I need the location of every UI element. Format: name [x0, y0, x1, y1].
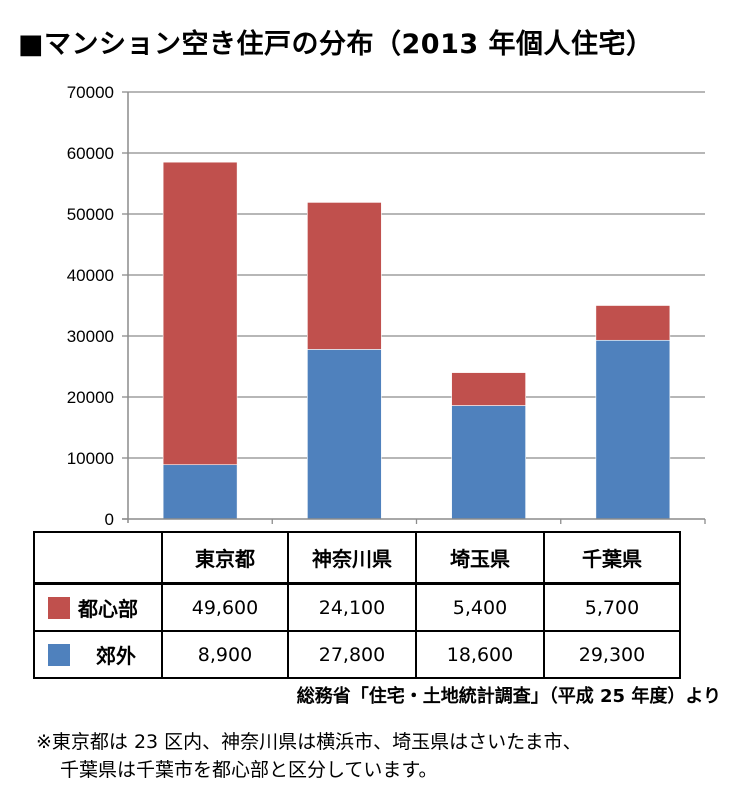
footnote: ※東京都は 23 区内、神奈川県は横浜市、埼玉県はさいたま市、 千葉県は千葉市を… — [36, 728, 582, 784]
data-table-header-row: 東京都 神奈川県 埼玉県 千葉県 — [33, 531, 681, 585]
legend-label: 郊外 — [96, 644, 136, 668]
data-table-row-kougai: 郊外 8,900 27,800 18,600 29,300 — [33, 630, 681, 679]
data-label: 18,600 — [415, 630, 545, 679]
y-tick-label: 60000 — [67, 144, 114, 163]
y-tick-label: 10000 — [67, 449, 114, 468]
bar-segment — [451, 405, 526, 520]
category-label: 東京都 — [161, 531, 289, 585]
bar-segment — [162, 464, 238, 520]
legend-entry-toshinbu: 都心部 — [33, 582, 163, 632]
data-table: 東京都 神奈川県 埼玉県 千葉県 都心部 49,600 24,100 5,400… — [33, 531, 681, 679]
source-caption: 総務省「住宅・土地統計調査」（平成 25 年度）より — [296, 686, 721, 707]
y-tick-label: 30000 — [67, 327, 114, 346]
axes: 0 10000 20000 30000 40000 50000 60000 70000 — [67, 83, 706, 529]
chart-title: ■マンション空き住戸の分布（2013 年個人住宅） — [18, 29, 654, 60]
data-label: 24,100 — [287, 582, 417, 632]
bars — [162, 161, 671, 520]
data-label: 8,900 — [161, 630, 289, 679]
footnote-line: 千葉県は千葉市を都心部と区分しています。 — [60, 759, 438, 781]
category-label: 千葉県 — [543, 531, 681, 585]
bar-segment — [307, 202, 382, 350]
bar-segment — [307, 349, 382, 520]
y-tick-label: 40000 — [67, 266, 114, 285]
data-label: 5,400 — [415, 582, 545, 632]
data-table-corner — [33, 531, 163, 585]
footnote-line: ※東京都は 23 区内、神奈川県は横浜市、埼玉県はさいたま市、 — [36, 731, 582, 753]
stacked-bar-chart: 0 10000 20000 30000 40000 50000 60000 70000 — [67, 83, 706, 529]
data-label: 27,800 — [287, 630, 417, 679]
y-tick-label: 50000 — [67, 205, 114, 224]
legend-swatch-blue — [48, 643, 70, 666]
legend-entry-kougai: 郊外 — [33, 630, 163, 679]
data-label: 5,700 — [543, 582, 681, 632]
bar-segment — [595, 305, 671, 341]
bar-segment — [451, 372, 526, 406]
category-label: 神奈川県 — [287, 531, 417, 585]
data-label: 29,300 — [543, 630, 681, 679]
category-label: 埼玉県 — [415, 531, 545, 585]
y-tick-label: 0 — [105, 510, 114, 529]
legend-swatch-red — [48, 596, 70, 619]
data-table-row-toshinbu: 都心部 49,600 24,100 5,400 5,700 — [33, 582, 681, 632]
bar-segment — [595, 339, 671, 520]
y-tick-label: 20000 — [67, 388, 114, 407]
data-label: 49,600 — [161, 582, 289, 632]
legend-label: 都心部 — [78, 597, 138, 621]
y-tick-label: 70000 — [67, 83, 114, 102]
bar-segment — [162, 161, 238, 466]
